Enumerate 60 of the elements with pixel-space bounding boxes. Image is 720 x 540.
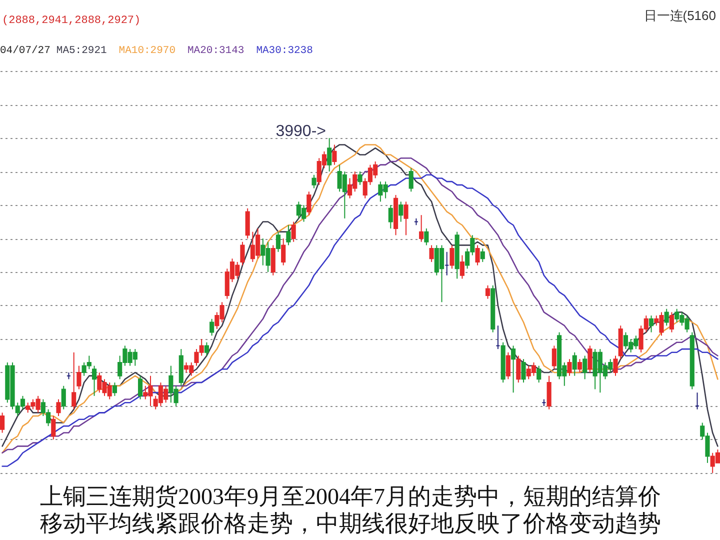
candlestick xyxy=(281,238,286,266)
candlestick xyxy=(138,375,143,400)
candlestick xyxy=(51,416,56,440)
candlestick xyxy=(521,358,526,384)
candlestick xyxy=(398,201,404,222)
candlestick xyxy=(429,244,434,262)
text: 上铜三连期货2003年9月至2004年7月的走势中，短期的结算价移动平均线紧跟价格走势，中期线很好地反映了价格变动趋势 xyxy=(40,484,661,536)
text: MA20:3143 xyxy=(188,45,244,57)
text: MA30:3238 xyxy=(256,45,313,57)
candlestick xyxy=(0,412,5,434)
candlestick xyxy=(404,201,408,236)
candlestick xyxy=(92,365,97,396)
candlestick xyxy=(536,365,542,384)
candlestick xyxy=(408,168,414,192)
text: 04/07/27 xyxy=(0,45,50,57)
candlestick xyxy=(582,355,588,380)
candlestick xyxy=(388,204,393,229)
candlestick xyxy=(485,284,490,300)
text: MA5:2921 xyxy=(56,45,107,57)
candlestick xyxy=(546,375,552,410)
candlestick xyxy=(72,352,76,410)
candlestick xyxy=(572,352,577,376)
candlestick xyxy=(552,345,556,370)
candlestick xyxy=(424,228,429,246)
candlestick xyxy=(204,342,209,356)
candlestick xyxy=(664,308,669,326)
candlestick xyxy=(669,312,674,333)
annotation: 3990-> xyxy=(276,123,326,140)
candlestick xyxy=(567,358,572,376)
candlestick xyxy=(475,244,480,266)
candlestick xyxy=(291,221,296,242)
text: MA10:2970 xyxy=(118,45,176,57)
candlestick xyxy=(460,254,464,280)
text: 日一连(5160 xyxy=(644,8,716,23)
candlestick xyxy=(506,352,510,380)
candlestick xyxy=(286,224,291,246)
candlestick xyxy=(76,365,82,390)
candlestick xyxy=(648,315,654,333)
candlestick xyxy=(312,174,316,189)
candlestick xyxy=(358,171,362,186)
candlestick xyxy=(419,214,424,242)
candlestick xyxy=(306,191,312,216)
candlestick xyxy=(245,208,250,240)
candlestick xyxy=(327,138,332,172)
candlestick xyxy=(270,244,276,276)
candlestick xyxy=(516,355,521,384)
candlestick xyxy=(450,244,454,270)
candlestick xyxy=(613,355,618,376)
candlestick xyxy=(240,241,245,266)
candlestick xyxy=(56,398,61,417)
candlestick xyxy=(511,345,516,394)
candlestick xyxy=(577,358,582,373)
candlestick xyxy=(588,345,592,373)
candlestick xyxy=(332,144,337,166)
text: (2888,2941,2888,2927) xyxy=(2,15,141,27)
candlestick xyxy=(480,248,485,262)
candlestick xyxy=(210,318,214,336)
candlestick xyxy=(112,382,118,396)
candlestick xyxy=(276,231,281,252)
candlestick xyxy=(61,385,66,410)
